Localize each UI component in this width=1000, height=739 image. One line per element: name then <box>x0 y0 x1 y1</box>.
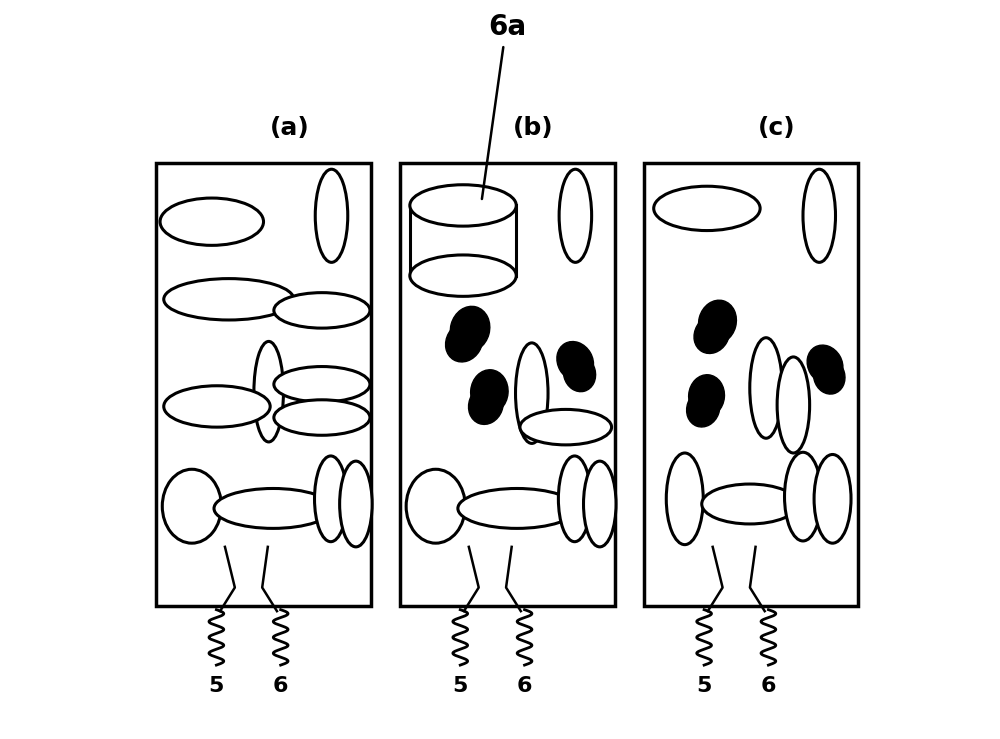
Ellipse shape <box>274 400 370 435</box>
Ellipse shape <box>410 255 516 296</box>
Ellipse shape <box>214 488 332 528</box>
Ellipse shape <box>785 452 821 541</box>
Ellipse shape <box>315 456 347 542</box>
Text: 5: 5 <box>209 676 224 696</box>
Ellipse shape <box>274 367 370 402</box>
Ellipse shape <box>702 484 798 524</box>
Ellipse shape <box>446 322 483 362</box>
Ellipse shape <box>315 169 348 262</box>
Ellipse shape <box>471 370 508 414</box>
Ellipse shape <box>458 488 576 528</box>
Ellipse shape <box>750 338 782 438</box>
Ellipse shape <box>406 469 465 543</box>
Ellipse shape <box>164 279 294 320</box>
Bar <box>156 163 371 606</box>
Text: 6: 6 <box>273 676 288 696</box>
Ellipse shape <box>450 307 490 352</box>
Text: 6: 6 <box>761 676 776 696</box>
Text: 6: 6 <box>517 676 532 696</box>
Ellipse shape <box>274 293 370 328</box>
Ellipse shape <box>164 386 270 427</box>
Ellipse shape <box>340 461 372 547</box>
Ellipse shape <box>563 355 596 392</box>
Ellipse shape <box>162 469 221 543</box>
Ellipse shape <box>584 461 616 547</box>
Ellipse shape <box>558 456 591 542</box>
Text: (a): (a) <box>270 117 309 140</box>
Ellipse shape <box>666 453 703 545</box>
Ellipse shape <box>807 345 843 384</box>
Ellipse shape <box>469 386 503 424</box>
Text: 5: 5 <box>696 676 712 696</box>
Ellipse shape <box>410 185 516 226</box>
Ellipse shape <box>814 454 851 543</box>
Ellipse shape <box>699 300 736 344</box>
Ellipse shape <box>689 375 724 417</box>
Ellipse shape <box>803 169 836 262</box>
Ellipse shape <box>520 409 612 445</box>
Ellipse shape <box>559 169 592 262</box>
Ellipse shape <box>557 341 594 381</box>
Ellipse shape <box>777 357 810 453</box>
Text: (b): (b) <box>513 117 554 140</box>
Text: 5: 5 <box>453 676 468 696</box>
Bar <box>644 163 858 606</box>
Text: 6a: 6a <box>488 13 526 41</box>
Ellipse shape <box>687 390 720 427</box>
Ellipse shape <box>654 186 760 231</box>
Ellipse shape <box>516 343 548 443</box>
Ellipse shape <box>254 341 283 442</box>
Bar <box>400 163 615 606</box>
Ellipse shape <box>160 198 264 245</box>
Ellipse shape <box>694 316 729 353</box>
Ellipse shape <box>814 358 845 394</box>
Text: (c): (c) <box>758 117 796 140</box>
